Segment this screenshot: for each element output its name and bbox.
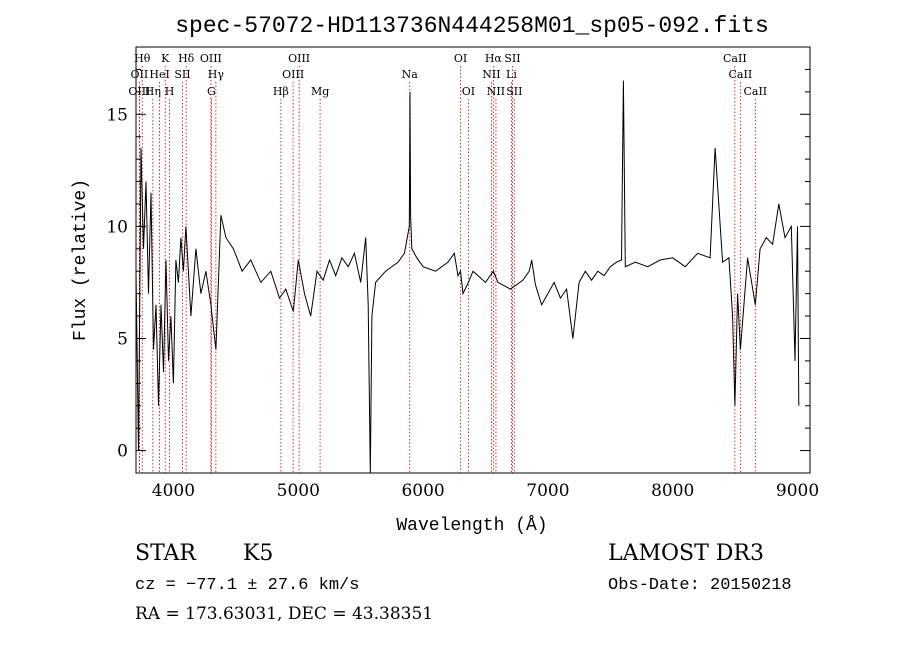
class-label: STAR xyxy=(135,541,197,566)
x-tick-label: 9000 xyxy=(776,481,819,501)
survey-label: LAMOST DR3 xyxy=(608,541,764,566)
spectrum-line xyxy=(135,80,800,474)
y-axis-label: Flux (relative) xyxy=(71,179,91,341)
x-tick-label: 4000 xyxy=(152,481,195,501)
y-axis: 0 5 10 15 xyxy=(106,46,810,462)
x-axis: 4000 5000 6000 7000 8000 9000 xyxy=(152,481,819,501)
line-label-15: Mg xyxy=(311,85,329,98)
line-label-6: H xyxy=(165,85,175,98)
line-label-23: NII xyxy=(487,85,505,98)
obs-date-label: Obs-Date: 20150218 xyxy=(608,576,792,595)
line-label-11: G xyxy=(207,85,216,98)
coords-label: RA = 173.63031, DEC = 43.38351 xyxy=(135,604,433,624)
x-tick-label: 8000 xyxy=(651,481,694,501)
line-label-21: NII xyxy=(482,68,500,81)
line-label-26: CaII xyxy=(729,68,753,81)
line-label-9: OIII xyxy=(200,52,222,65)
line-label-25: CaII xyxy=(723,52,747,65)
y-tick-label: 5 xyxy=(117,329,128,349)
line-label-3: Hη xyxy=(145,85,161,98)
line-label-17: OI xyxy=(454,52,467,65)
line-label-27: CaII xyxy=(743,85,767,98)
line-label-14: OIII xyxy=(282,68,304,81)
line-label-13: OIII xyxy=(288,52,310,65)
line-markers xyxy=(138,66,756,473)
line-label-20: SII xyxy=(504,52,520,65)
line-label-19: Hα xyxy=(485,52,503,65)
x-tick-label: 5000 xyxy=(277,481,320,501)
x-tick-label: 6000 xyxy=(401,481,444,501)
line-label-10: Hγ xyxy=(208,68,225,81)
line-label-24: SII xyxy=(506,85,522,98)
line-label-4: HeI xyxy=(149,68,169,81)
line-label-2: Hθ xyxy=(134,52,151,65)
line-label-0: OII xyxy=(131,68,149,81)
line-label-5: K xyxy=(161,52,170,65)
line-label-7: SII xyxy=(174,68,190,81)
y-tick-label: 15 xyxy=(106,105,128,125)
line-label-8: Hδ xyxy=(178,52,195,65)
line-label-22: Li xyxy=(506,68,517,81)
spectrum-series xyxy=(135,80,800,474)
y-tick-label: 10 xyxy=(106,217,128,237)
cz-label: cz = −77.1 ± 27.6 km/s xyxy=(135,576,359,595)
plot-frame xyxy=(135,46,811,474)
chart-title: spec-57072-HD113736N444258M01_sp05-092.f… xyxy=(175,13,769,39)
line-label-16: Na xyxy=(402,68,419,81)
line-label-18: OI xyxy=(462,85,475,98)
line-label-12: Hβ xyxy=(273,85,289,98)
x-axis-label: Wavelength (Å) xyxy=(396,515,547,536)
y-tick-label: 0 xyxy=(117,442,128,462)
x-tick-label: 7000 xyxy=(526,481,569,501)
subclass-label: K5 xyxy=(243,541,273,566)
